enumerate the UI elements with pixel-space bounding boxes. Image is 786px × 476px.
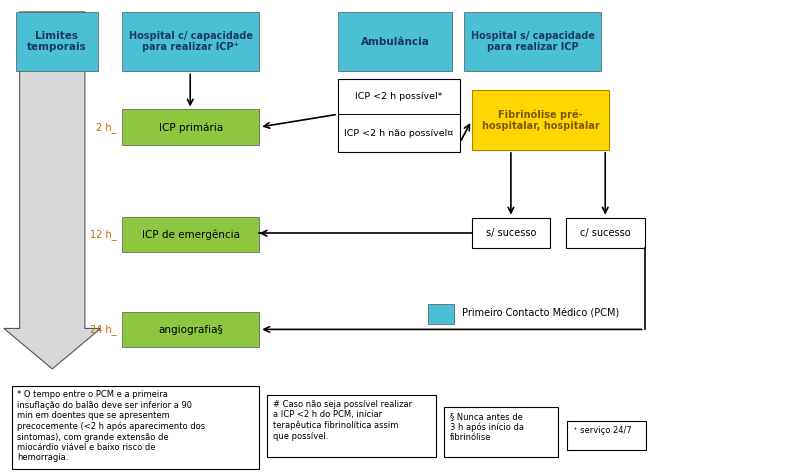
Text: 2 h_: 2 h_ xyxy=(96,122,116,132)
Text: angiografia§: angiografia§ xyxy=(158,325,223,335)
FancyBboxPatch shape xyxy=(122,109,259,145)
Text: # Caso não seja possível realizar
a ICP <2 h do PCM, iniciar
terapêutica fibrino: # Caso não seja possível realizar a ICP … xyxy=(273,400,412,441)
FancyBboxPatch shape xyxy=(428,304,454,324)
FancyBboxPatch shape xyxy=(338,12,452,71)
FancyBboxPatch shape xyxy=(122,312,259,347)
FancyBboxPatch shape xyxy=(472,90,609,150)
FancyBboxPatch shape xyxy=(444,407,558,457)
Text: c/ sucesso: c/ sucesso xyxy=(580,228,630,238)
FancyBboxPatch shape xyxy=(16,12,98,71)
Text: Fibrinólise pré-
hospitalar, hospitalar: Fibrinólise pré- hospitalar, hospitalar xyxy=(482,109,599,131)
Text: Ambulância: Ambulância xyxy=(361,37,429,47)
FancyBboxPatch shape xyxy=(338,79,460,152)
FancyBboxPatch shape xyxy=(122,217,259,252)
Text: 12 h_: 12 h_ xyxy=(90,229,116,239)
FancyBboxPatch shape xyxy=(464,12,601,71)
Text: * O tempo entre o PCM e a primeira
insuflação do balão deve ser inferior a 90
mi: * O tempo entre o PCM e a primeira insuf… xyxy=(17,390,205,462)
Text: ICP <2 h não possível¤: ICP <2 h não possível¤ xyxy=(344,129,454,138)
Text: s/ sucesso: s/ sucesso xyxy=(486,228,536,238)
Text: ⁺ serviço 24/7: ⁺ serviço 24/7 xyxy=(573,426,632,435)
FancyBboxPatch shape xyxy=(267,395,436,457)
FancyBboxPatch shape xyxy=(472,218,550,248)
Polygon shape xyxy=(4,12,101,369)
Text: Primeiro Contacto Médico (PCM): Primeiro Contacto Médico (PCM) xyxy=(462,308,619,319)
Text: ICP <2 h possível*: ICP <2 h possível* xyxy=(355,92,443,101)
Text: ICP primária: ICP primária xyxy=(159,122,222,133)
Text: 24 h_: 24 h_ xyxy=(90,324,116,335)
Text: Limites
temporais: Limites temporais xyxy=(27,31,87,52)
Text: § Nunca antes de
3 h após início da
fibrinólise: § Nunca antes de 3 h após início da fibr… xyxy=(450,412,523,442)
FancyBboxPatch shape xyxy=(567,421,646,450)
Text: Hospital s/ capacidade
para realizar ICP: Hospital s/ capacidade para realizar ICP xyxy=(471,31,594,52)
Text: Hospital c/ capacidade
para realizar ICP⁺: Hospital c/ capacidade para realizar ICP… xyxy=(129,31,252,52)
FancyBboxPatch shape xyxy=(122,12,259,71)
Text: ICP de emergência: ICP de emergência xyxy=(141,229,240,240)
FancyBboxPatch shape xyxy=(566,218,645,248)
FancyBboxPatch shape xyxy=(12,386,259,469)
